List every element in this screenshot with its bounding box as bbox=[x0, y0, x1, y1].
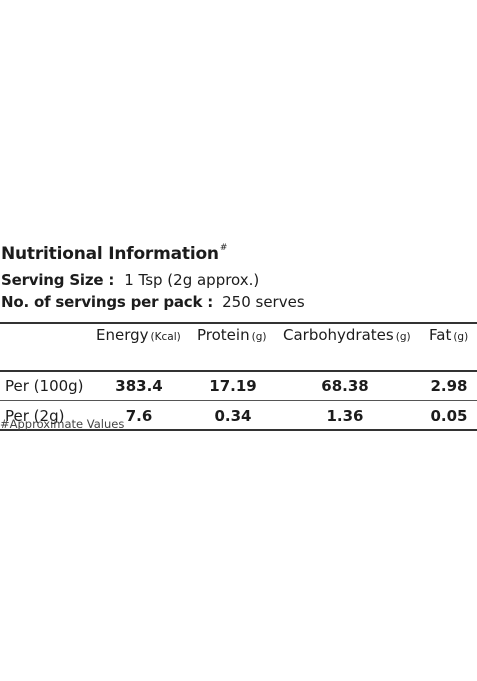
cell-energy: 383.4 bbox=[115, 377, 163, 395]
cell-energy: 7.6 bbox=[125, 407, 153, 425]
table-row: Per (100g) 383.4 17.19 68.38 2.98 bbox=[0, 371, 477, 401]
title-footnote-mark: # bbox=[219, 243, 228, 253]
column-header-unit: (Kcal) bbox=[150, 331, 181, 343]
column-header-energy: Energy (Kcal) bbox=[96, 322, 181, 372]
servings-per-pack-value: 250 serves bbox=[222, 293, 305, 311]
column-header-protein: Protein (g) bbox=[197, 322, 266, 372]
nutrition-title-text: Nutritional Information bbox=[1, 244, 219, 264]
cell-fat: 2.98 bbox=[430, 377, 468, 395]
column-header-fat: Fat (g) bbox=[429, 322, 468, 372]
column-header-unit: (g) bbox=[395, 331, 411, 343]
table-row: Per (2g) 7.6 0.34 1.36 0.05 bbox=[0, 401, 477, 431]
row-divider bbox=[0, 400, 477, 401]
cell-carbohydrates: 1.36 bbox=[326, 407, 364, 425]
table-top-rule bbox=[0, 322, 477, 324]
cell-carbohydrates: 68.38 bbox=[321, 377, 369, 395]
column-header-name: Fat bbox=[429, 326, 452, 344]
column-header-unit: (g) bbox=[251, 331, 267, 343]
servings-per-pack-line: No. of servings per pack : 250 serves bbox=[1, 293, 305, 311]
serving-size-label: Serving Size : bbox=[1, 271, 115, 289]
column-header-unit: (g) bbox=[453, 331, 469, 343]
column-header-name: Energy bbox=[96, 326, 149, 344]
footnote: #Approximate Values bbox=[0, 417, 125, 431]
header-rule bbox=[0, 370, 477, 372]
table-bottom-rule bbox=[0, 429, 477, 431]
row-label: Per (100g) bbox=[5, 377, 84, 395]
nutrition-title: Nutritional Information# bbox=[1, 243, 228, 264]
column-header-name: Protein bbox=[197, 326, 250, 344]
cell-fat: 0.05 bbox=[430, 407, 468, 425]
serving-size-line: Serving Size : 1 Tsp (2g approx.) bbox=[1, 271, 259, 289]
cell-protein: 0.34 bbox=[214, 407, 252, 425]
servings-per-pack-label: No. of servings per pack : bbox=[1, 293, 214, 311]
column-header-carbohydrates: Carbohydrates (g) bbox=[283, 322, 411, 372]
cell-protein: 17.19 bbox=[209, 377, 257, 395]
column-header-name: Carbohydrates bbox=[283, 326, 394, 344]
serving-size-value: 1 Tsp (2g approx.) bbox=[124, 271, 260, 289]
row-label: Per (2g) bbox=[5, 407, 65, 425]
